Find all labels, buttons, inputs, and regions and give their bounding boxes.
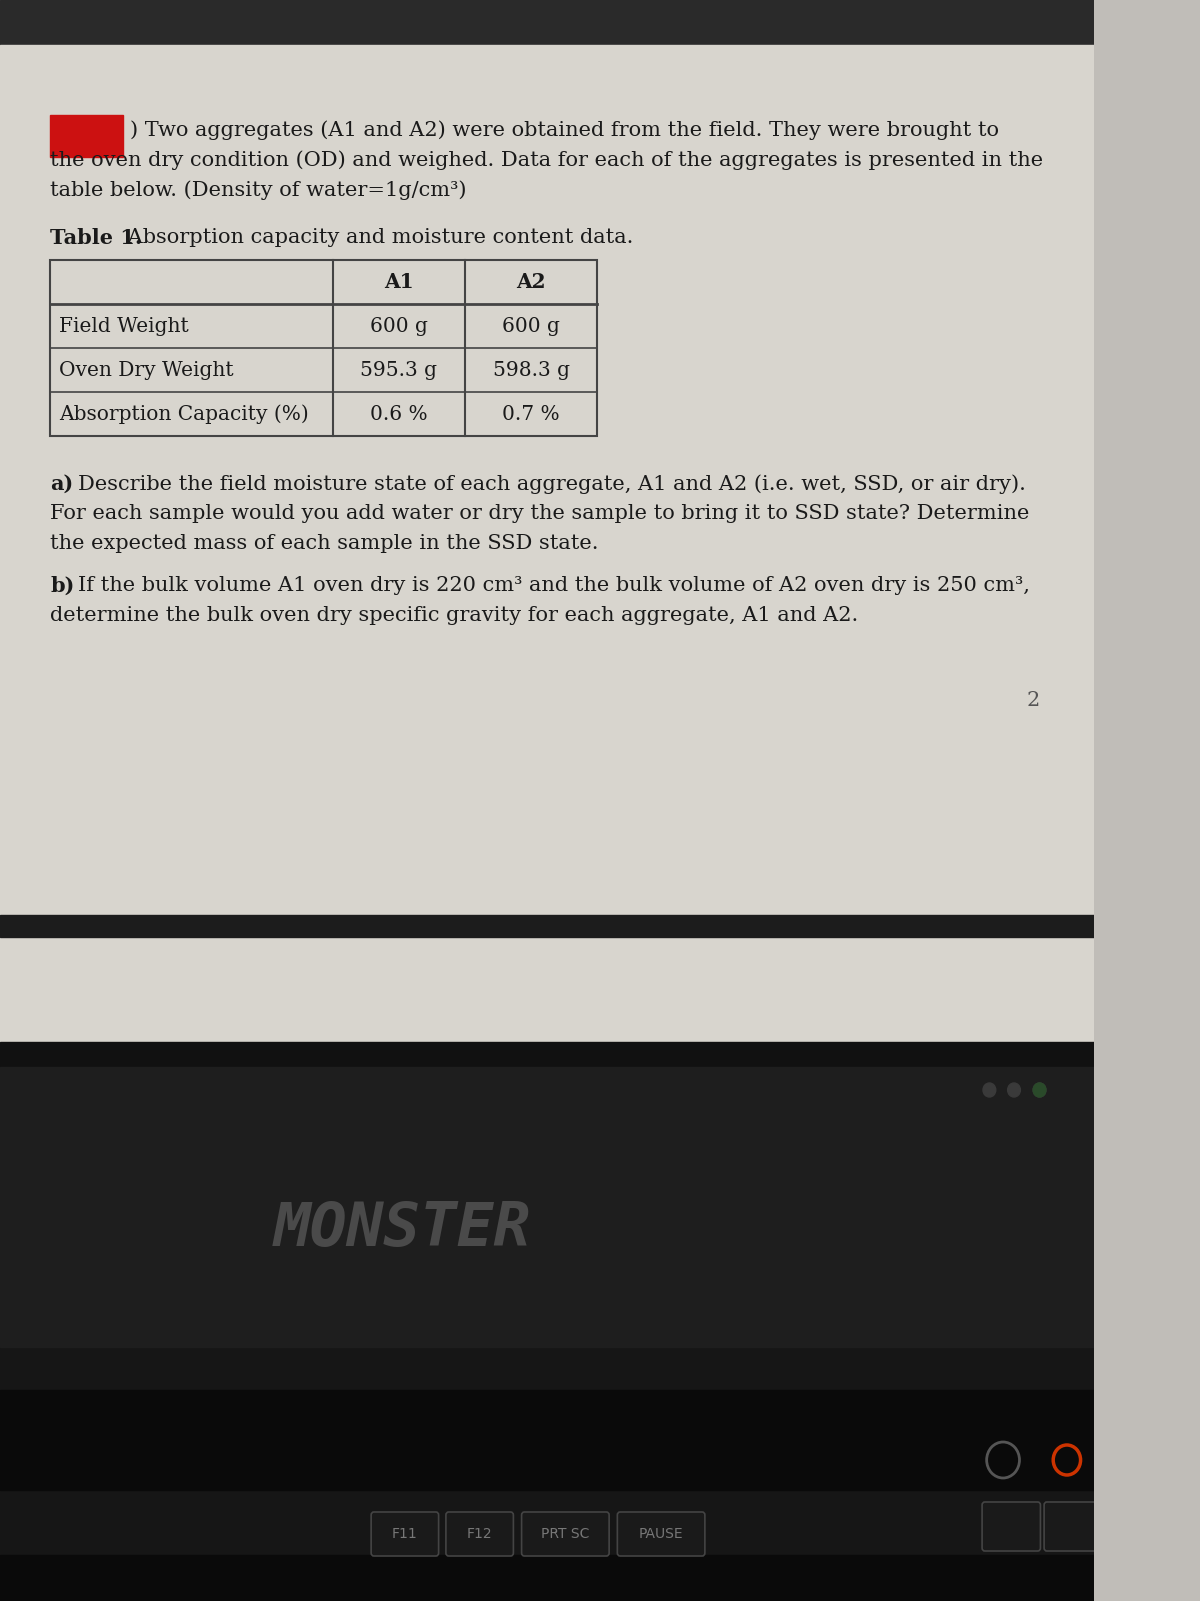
Text: 595.3 g: 595.3 g xyxy=(360,360,438,379)
Text: A1: A1 xyxy=(384,272,414,291)
Text: 2: 2 xyxy=(1026,692,1039,709)
Circle shape xyxy=(1033,1082,1046,1097)
Text: Absorption Capacity (%): Absorption Capacity (%) xyxy=(59,403,310,424)
Text: A2: A2 xyxy=(516,272,546,291)
FancyBboxPatch shape xyxy=(522,1511,610,1556)
FancyBboxPatch shape xyxy=(617,1511,704,1556)
Text: Field Weight: Field Weight xyxy=(59,317,190,336)
Text: For each sample would you add water or dry the sample to bring it to SSD state? : For each sample would you add water or d… xyxy=(50,504,1030,524)
Bar xyxy=(0,1066,1094,1601)
Bar xyxy=(0,1390,1094,1491)
Text: PAUSE: PAUSE xyxy=(638,1527,684,1542)
Circle shape xyxy=(1033,1082,1046,1097)
Text: the oven dry condition (OD) and weighed. Data for each of the aggregates is pres: the oven dry condition (OD) and weighed.… xyxy=(50,150,1043,170)
Text: Table 1.: Table 1. xyxy=(50,227,143,248)
Text: 0.7 %: 0.7 % xyxy=(503,405,560,424)
Text: PRT SC: PRT SC xyxy=(541,1527,589,1542)
Text: Oven Dry Weight: Oven Dry Weight xyxy=(59,360,234,379)
Bar xyxy=(0,1042,1094,1066)
FancyBboxPatch shape xyxy=(982,1502,1040,1551)
Bar xyxy=(0,1555,1094,1601)
Bar xyxy=(0,0,1094,45)
Circle shape xyxy=(983,1082,996,1097)
Text: MONSTER: MONSTER xyxy=(274,1201,530,1258)
FancyBboxPatch shape xyxy=(1044,1502,1103,1551)
Bar xyxy=(0,45,1094,916)
Bar xyxy=(0,916,1094,937)
FancyBboxPatch shape xyxy=(371,1511,439,1556)
Text: 0.6 %: 0.6 % xyxy=(370,405,427,424)
Bar xyxy=(50,259,598,435)
Text: F11: F11 xyxy=(392,1527,418,1542)
Bar xyxy=(0,937,1094,1042)
Text: 600 g: 600 g xyxy=(370,317,428,336)
Text: the expected mass of each sample in the SSD state.: the expected mass of each sample in the … xyxy=(50,535,599,552)
Text: Describe the field moisture state of each aggregate, A1 and A2 (i.e. wet, SSD, o: Describe the field moisture state of eac… xyxy=(78,474,1025,493)
Text: b): b) xyxy=(50,576,74,596)
Text: 598.3 g: 598.3 g xyxy=(493,360,570,379)
Circle shape xyxy=(1008,1082,1020,1097)
Bar xyxy=(50,115,124,157)
Text: determine the bulk oven dry specific gravity for each aggregate, A1 and A2.: determine the bulk oven dry specific gra… xyxy=(50,607,858,624)
FancyBboxPatch shape xyxy=(446,1511,514,1556)
Text: ) Two aggregates (A1 and A2) were obtained from the field. They were brought to: ) Two aggregates (A1 and A2) were obtain… xyxy=(131,120,1000,139)
Text: F12: F12 xyxy=(467,1527,492,1542)
Text: If the bulk volume A1 oven dry is 220 cm³ and the bulk volume of A2 oven dry is : If the bulk volume A1 oven dry is 220 cm… xyxy=(78,576,1030,596)
Text: table below. (Density of water=1g/cm³): table below. (Density of water=1g/cm³) xyxy=(50,179,467,200)
Text: 600 g: 600 g xyxy=(503,317,560,336)
Bar xyxy=(0,1066,1094,1346)
Text: a): a) xyxy=(50,474,73,495)
Text: Absorption capacity and moisture content data.: Absorption capacity and moisture content… xyxy=(121,227,634,247)
